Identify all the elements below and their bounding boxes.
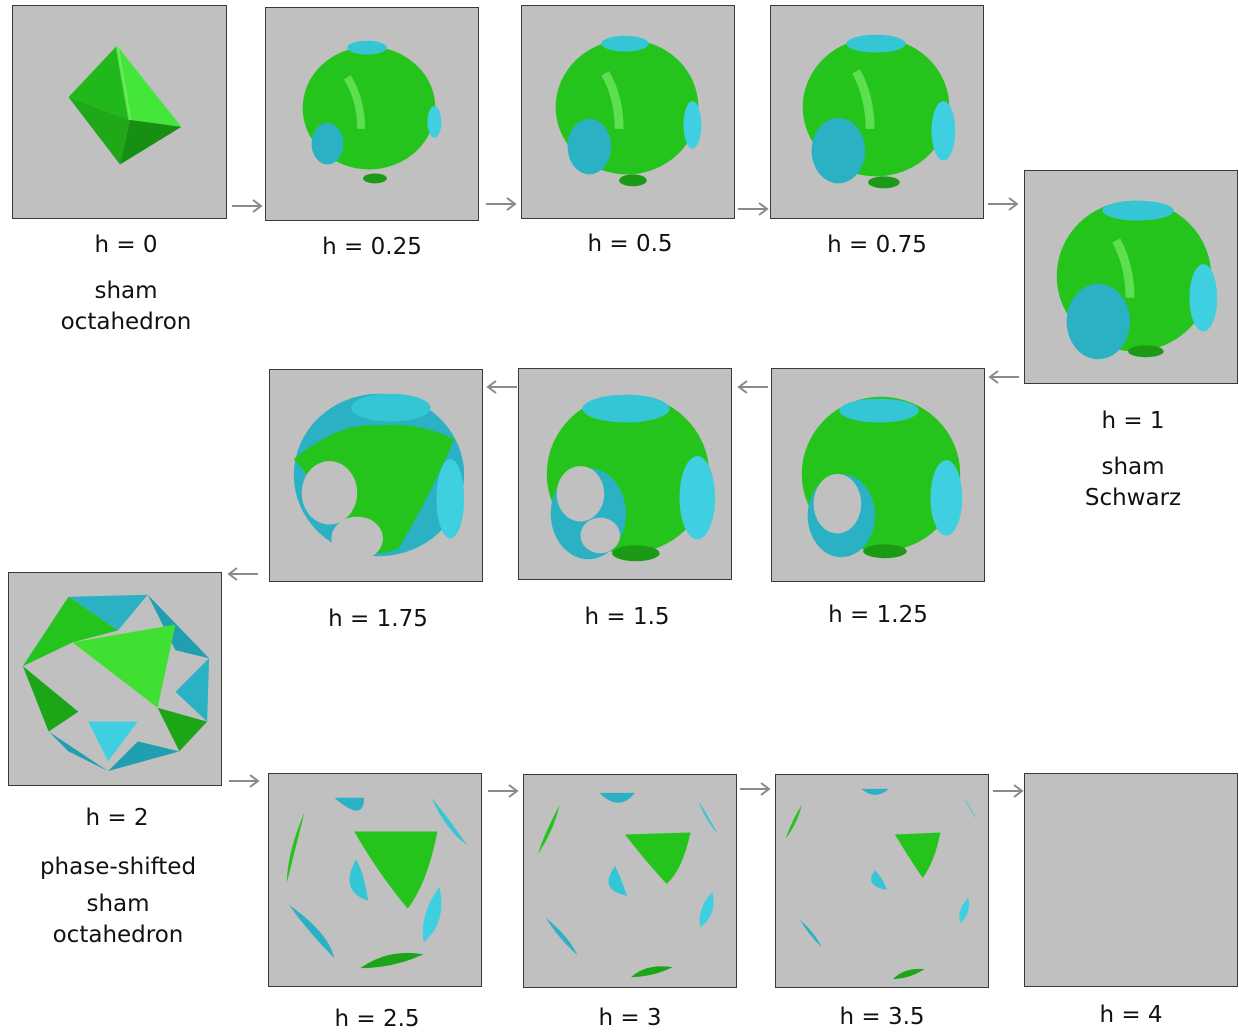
panel-h-1-25 (771, 368, 985, 582)
label-h-1: h = 1 (1101, 408, 1165, 434)
label-h-1-5: h = 1.5 (584, 604, 670, 630)
arrow-right-icon (987, 197, 1019, 211)
panel-h-0-25 (265, 7, 479, 221)
tube-shape-small (302, 40, 442, 184)
note-h-2: phase-shifted sham octahedron (0, 852, 236, 951)
cage-shape-1 (801, 396, 963, 559)
arrow-left-icon (737, 380, 769, 394)
tube-shape-large (802, 34, 956, 189)
fragments-shape-small (785, 788, 979, 980)
label-h-0-75: h = 0.75 (827, 232, 927, 258)
panel-h-0-75 (770, 5, 984, 219)
label-h-0-25: h = 0.25 (322, 234, 422, 260)
label-h-4: h = 4 (1099, 1002, 1163, 1028)
note-h-1-line-2: Schwarz (1084, 485, 1182, 511)
panel-h-1-75 (269, 369, 483, 582)
label-h-2: h = 2 (85, 805, 149, 831)
note-h-0-line-1: sham (94, 278, 158, 304)
arrow-right-icon (739, 782, 771, 796)
arrow-left-icon (988, 370, 1020, 384)
note-h-0: sham octahedron (12, 276, 240, 338)
panel-h-0-5 (521, 5, 735, 219)
fragments-shape-large (286, 797, 468, 969)
panel-h-4 (1024, 773, 1238, 987)
cuboctahedron-shape (22, 594, 210, 772)
label-h-1-75: h = 1.75 (328, 606, 428, 632)
panel-h-2-5 (268, 773, 482, 987)
label-h-1-25: h = 1.25 (828, 602, 928, 628)
label-h-2-5: h = 2.5 (334, 1006, 420, 1032)
note-h-2-line-3: octahedron (52, 922, 184, 948)
note-h-1-line-1: sham (1101, 454, 1165, 480)
arrow-left-icon (486, 380, 518, 394)
arrow-right-icon (487, 784, 519, 798)
arrow-left-icon (227, 567, 259, 581)
label-h-0-5: h = 0.5 (587, 231, 673, 257)
arrow-right-icon (231, 199, 263, 213)
label-h-3-5: h = 3.5 (839, 1004, 925, 1030)
note-h-1: sham Schwarz (1024, 452, 1239, 514)
label-h-0: h = 0 (94, 232, 158, 258)
panel-h-3 (523, 774, 737, 988)
arrow-right-icon (992, 784, 1024, 798)
arrow-right-icon (485, 197, 517, 211)
cage-shape-3 (293, 393, 465, 561)
panel-h-3-5 (775, 774, 989, 988)
panel-h-1 (1024, 170, 1238, 384)
cage-shape-2 (546, 394, 716, 562)
panel-h-2 (8, 572, 222, 786)
tube-shape-medium (555, 35, 702, 187)
note-h-2-line-1: phase-shifted (39, 854, 197, 880)
fragments-shape-medium (537, 792, 719, 978)
note-h-0-line-2: octahedron (60, 309, 192, 335)
arrow-right-icon (228, 774, 260, 788)
octahedron-shape (68, 45, 182, 165)
arrow-right-icon (737, 202, 769, 216)
schwarz-shape (1056, 200, 1218, 360)
note-h-2-line-2: sham (86, 891, 150, 917)
panel-h-1-5 (518, 368, 732, 580)
panel-h-0 (12, 5, 227, 219)
label-h-3: h = 3 (598, 1005, 662, 1031)
